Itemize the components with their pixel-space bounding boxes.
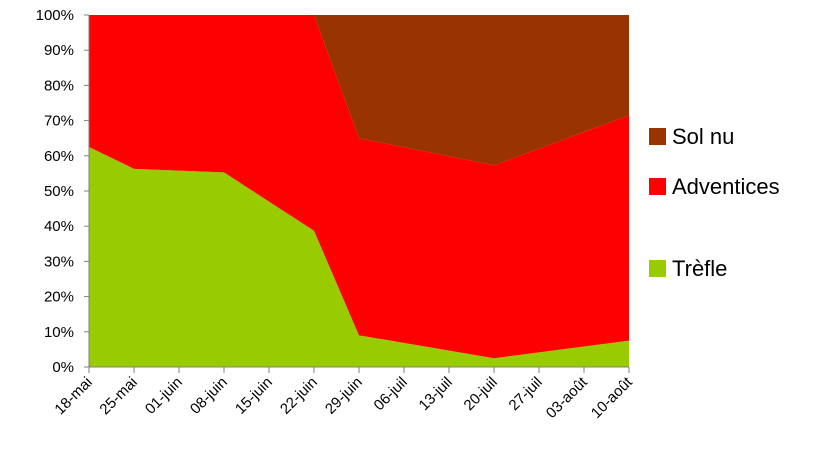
- x-tick-label: 08-juin: [187, 374, 231, 418]
- legend-label-sol-nu: Sol nu: [672, 124, 734, 149]
- x-tick-label: 10-août: [588, 373, 637, 422]
- x-tick-label: 06-juil: [371, 374, 411, 414]
- y-tick-label: 90%: [44, 42, 74, 59]
- y-tick-label: 40%: [44, 218, 74, 235]
- x-tick-label: 25-mai: [96, 374, 140, 418]
- x-tick-label: 13-juil: [416, 374, 456, 414]
- x-tick-label: 18-mai: [51, 374, 95, 418]
- y-tick-label: 30%: [44, 253, 74, 270]
- x-tick-label: 29-juin: [322, 374, 366, 418]
- legend-swatch-sol-nu: [649, 128, 666, 145]
- legend-swatch-trefle: [649, 260, 666, 277]
- y-tick-label: 80%: [44, 77, 74, 94]
- y-tick-label: 20%: [44, 289, 74, 306]
- y-tick-label: 50%: [44, 183, 74, 200]
- x-tick-label: 15-juin: [232, 374, 276, 418]
- x-axis: 18-mai 25-mai 01-juin 08-juin 15-juin 22-juin…: [51, 366, 637, 422]
- y-tick-label: 10%: [44, 324, 74, 341]
- x-tick-label: 20-juil: [461, 374, 501, 414]
- chart-areas: [89, 15, 629, 367]
- y-tick-label: 70%: [44, 113, 74, 130]
- area-sol-nu: [89, 15, 629, 166]
- y-tick-label: 60%: [44, 148, 74, 165]
- x-tick-label: 27-juil: [506, 374, 546, 414]
- x-tick-label: 03-août: [543, 373, 592, 422]
- legend-label-adventices: Adventices: [672, 174, 780, 199]
- y-tick-label: 100%: [36, 7, 74, 24]
- legend-label-trefle: Trèfle: [672, 256, 727, 281]
- area-adventices: [89, 15, 629, 359]
- legend: Sol nu Adventices Trèfle: [649, 124, 780, 281]
- x-tick-label: 01-juin: [142, 374, 186, 418]
- area-trefle: [89, 147, 629, 367]
- y-axis: 0% 10% 20% 30% 40% 50% 60% 70% 80% 90% 100%: [36, 7, 90, 376]
- legend-swatch-adventices: [649, 178, 666, 195]
- x-tick-label: 22-juin: [277, 374, 321, 418]
- y-tick-label: 0%: [52, 359, 74, 376]
